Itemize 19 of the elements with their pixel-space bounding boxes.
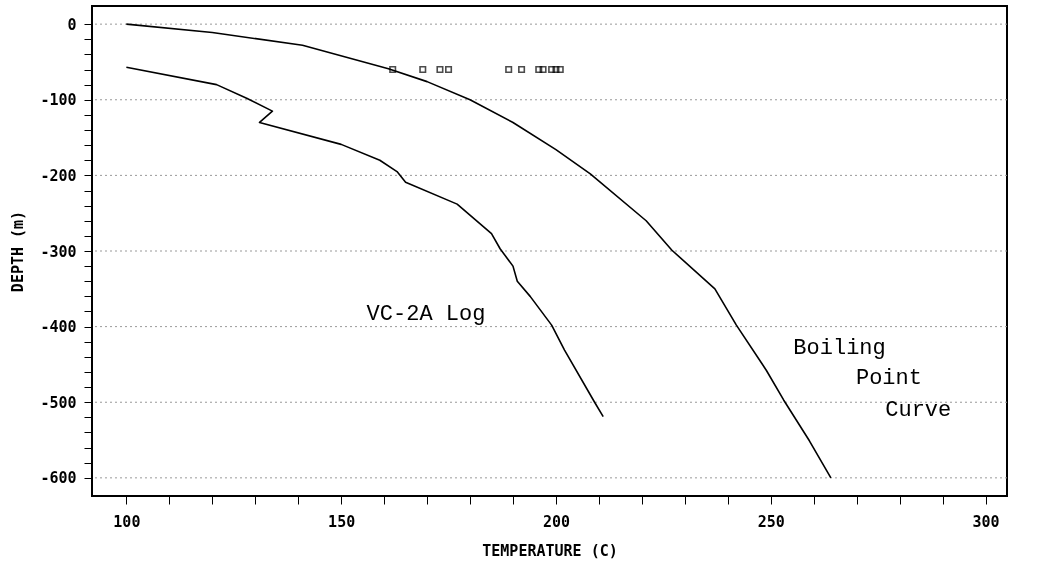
- y-tick-label: -100: [40, 91, 77, 110]
- annotation: Point: [855, 365, 922, 391]
- x-tick-label: 150: [328, 512, 356, 531]
- x-tick-label: 300: [972, 512, 1000, 531]
- x-tick-label: 100: [113, 512, 141, 531]
- line-series: [125, 66, 604, 418]
- x-tick-label: 200: [542, 512, 570, 531]
- annotation: VC-2A Log: [366, 302, 486, 328]
- x-axis-title: TEMPERATURE (C): [482, 541, 618, 560]
- y-tick-label: -300: [40, 242, 77, 261]
- y-tick-label: -600: [40, 469, 77, 488]
- y-tick-label: -200: [40, 166, 77, 185]
- y-tick-label: -500: [40, 393, 77, 412]
- annotation: Curve: [885, 398, 952, 424]
- x-tick-label: 250: [757, 512, 785, 531]
- y-tick-label: -400: [40, 318, 77, 337]
- y-tick-label: 0: [67, 15, 77, 34]
- y-axis-title: DEPTH (m): [9, 210, 28, 293]
- annotation: Boiling: [793, 335, 886, 361]
